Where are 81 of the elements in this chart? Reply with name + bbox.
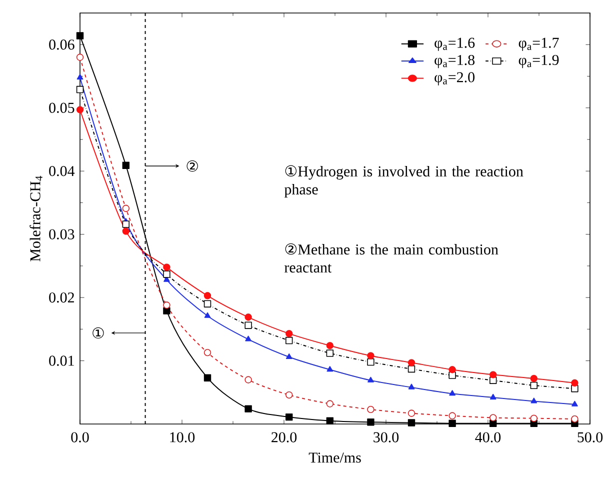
point	[122, 220, 130, 228]
point	[204, 348, 212, 356]
x-axis-title: Time/ms	[308, 452, 361, 463]
point	[571, 379, 578, 386]
point	[122, 204, 130, 212]
point	[76, 32, 84, 40]
x-tick-label: 10.0	[170, 432, 195, 442]
point	[367, 352, 374, 360]
point	[244, 314, 252, 321]
point	[408, 384, 415, 390]
point	[204, 312, 211, 318]
point	[326, 417, 334, 424]
point	[490, 414, 497, 422]
point	[286, 330, 293, 338]
legend-label: φ$_{a}$=1.9	[518, 54, 559, 68]
point	[448, 366, 456, 374]
point	[408, 359, 416, 366]
y-tick-label: 0.02	[49, 292, 74, 303]
point	[286, 353, 292, 359]
point	[408, 419, 416, 426]
point	[326, 400, 334, 408]
point	[367, 358, 374, 366]
point	[448, 420, 456, 427]
annotation: ②	[186, 160, 198, 172]
legend-label: φ$_{a}$=1.6	[434, 38, 475, 51]
y-tick-label: 0.06	[49, 40, 74, 50]
point	[572, 400, 578, 406]
point	[326, 366, 334, 372]
point	[367, 418, 374, 426]
point	[122, 162, 130, 169]
point	[122, 228, 130, 235]
annotation: ②Methane is the main combustion reactant	[284, 243, 498, 273]
point	[204, 374, 212, 382]
point	[367, 406, 374, 414]
legend-label: φ$_{a}$=1.7	[518, 38, 559, 51]
point	[286, 391, 293, 399]
annotation: ①	[92, 327, 104, 339]
y-axis-title: Molefrac-CH$_{4}$	[30, 176, 42, 262]
point	[286, 336, 293, 344]
point	[76, 54, 84, 61]
x-tick-label: 20.0	[272, 432, 297, 442]
point	[245, 336, 252, 342]
x-tick-label: 30.0	[374, 432, 399, 442]
point	[204, 300, 212, 308]
point	[408, 365, 416, 373]
point	[204, 292, 212, 300]
point	[163, 307, 170, 314]
x-tick-label: 0.0	[71, 432, 89, 442]
annotation: ①Hydrogen is involved in the reaction phase	[284, 165, 524, 198]
point	[163, 270, 170, 278]
legend-label: φ$_{a}$=1.8	[434, 54, 475, 68]
y-tick-label: 0.01	[49, 356, 74, 366]
point	[326, 350, 334, 357]
point	[163, 302, 170, 309]
point	[76, 106, 84, 114]
point	[530, 398, 538, 404]
point	[244, 376, 252, 384]
point	[530, 382, 538, 390]
point	[244, 322, 252, 329]
point	[571, 384, 578, 392]
point	[326, 342, 334, 350]
y-tick-label: 0.04	[49, 166, 75, 176]
point	[163, 264, 170, 271]
point	[530, 414, 538, 422]
x-tick-label: 40.0	[475, 432, 501, 442]
point	[449, 390, 456, 396]
legend-label: φ$_{a}$=2.0	[434, 72, 475, 86]
x-tick-label: 50.0	[578, 432, 603, 442]
point	[490, 394, 496, 400]
point	[571, 415, 578, 423]
point	[286, 413, 293, 421]
point	[490, 371, 497, 378]
point	[448, 412, 456, 420]
point	[368, 376, 374, 382]
point	[530, 374, 538, 382]
point	[76, 74, 84, 80]
y-tick-label: 0.03	[49, 229, 74, 240]
point	[244, 405, 252, 412]
point	[76, 86, 84, 94]
point	[408, 410, 416, 417]
y-tick-label: 0.05	[49, 102, 74, 113]
